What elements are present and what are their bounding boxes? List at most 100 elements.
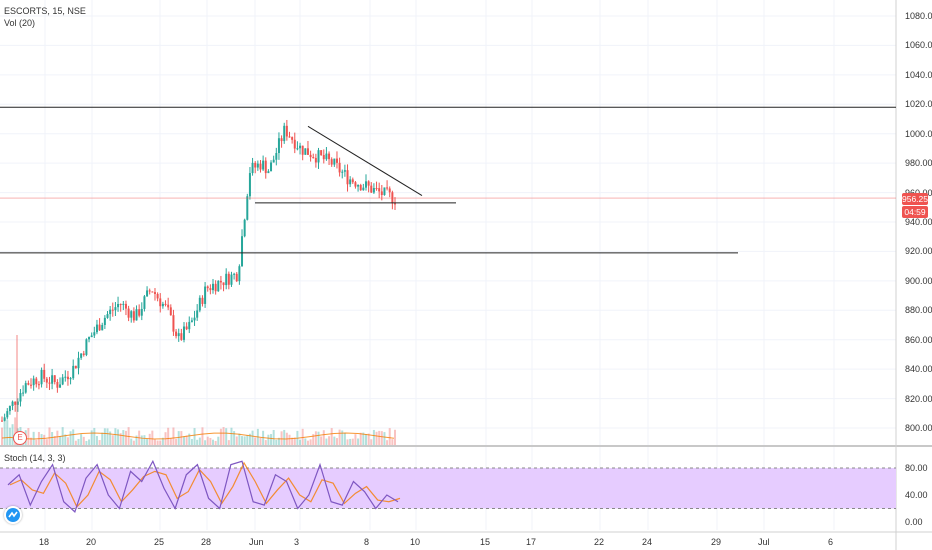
volume-bar	[35, 439, 38, 445]
candle-body	[167, 304, 170, 308]
volume-bar	[148, 433, 151, 445]
volume-ma-line	[1, 432, 395, 440]
stoch-label[interactable]: Stoch (14, 3, 3)	[4, 453, 66, 463]
volume-bar	[161, 437, 164, 445]
volume-bar	[111, 435, 114, 445]
volume-bar	[357, 438, 360, 445]
candle-body	[103, 317, 106, 325]
time-tick-label: 22	[594, 537, 605, 547]
earnings-event-marker[interactable]: E	[13, 431, 27, 445]
time-tick-label: 17	[526, 537, 537, 547]
price-tick-label: 1040.00	[905, 69, 932, 80]
candle-body	[56, 381, 59, 388]
volume-bar	[167, 427, 170, 445]
volume-bar	[124, 430, 127, 445]
candle-body	[151, 291, 154, 293]
volume-bar	[270, 434, 273, 445]
volume-bar	[304, 438, 307, 445]
price-tick-label: 880.00	[905, 305, 932, 316]
volume-bar	[117, 429, 120, 445]
time-tick-label: 8	[364, 537, 370, 547]
volume-bar	[93, 427, 96, 445]
tradingview-logo-icon[interactable]	[4, 506, 22, 524]
volume-bar	[193, 428, 196, 445]
volume-bar	[212, 439, 215, 445]
time-tick-label: 25	[154, 537, 165, 547]
volume-bar	[222, 427, 225, 445]
candle-body	[254, 162, 257, 168]
candle-body	[6, 411, 9, 418]
volume-bar	[106, 428, 109, 445]
candle-body	[251, 162, 254, 174]
candle-body	[285, 125, 288, 137]
candle-body	[299, 145, 302, 149]
candle-body	[90, 335, 93, 338]
volume-bar	[146, 438, 149, 445]
candle-body	[40, 369, 43, 385]
candle-body	[24, 383, 27, 393]
volume-bar	[243, 436, 246, 445]
volume-bar	[190, 439, 193, 445]
candle-body	[317, 150, 320, 163]
volume-bar	[59, 435, 62, 445]
symbol-label[interactable]: ESCORTS, 15, NSE	[4, 6, 86, 16]
volume-bar	[159, 440, 162, 445]
volume-bar	[6, 420, 9, 445]
volume-bar	[40, 434, 43, 445]
candle-body	[45, 378, 48, 383]
candle-body	[132, 311, 135, 321]
volume-bar	[219, 428, 222, 445]
volume-bar	[30, 437, 33, 445]
volume-bar	[51, 432, 54, 445]
candle-body	[388, 188, 391, 193]
candle-body	[35, 378, 38, 385]
volume-label[interactable]: Vol (20)	[4, 18, 36, 28]
candle-body	[320, 150, 323, 155]
candle-body	[72, 365, 75, 379]
volume-bar	[346, 439, 349, 445]
candle-body	[212, 283, 215, 291]
candle-body	[343, 170, 346, 172]
volume-bar	[312, 434, 315, 445]
volume-bar	[206, 436, 209, 445]
candle-body	[346, 170, 349, 185]
volume-bar	[264, 440, 267, 445]
candle-body	[190, 320, 193, 322]
candle-body	[248, 173, 251, 197]
volume-bar	[335, 438, 338, 445]
candle-body	[241, 236, 244, 267]
volume-bar	[177, 431, 180, 445]
candle-body	[267, 171, 270, 174]
volume-bar	[328, 436, 331, 445]
volume-bar	[172, 427, 175, 445]
volume-bar	[74, 440, 77, 445]
candle-body	[148, 290, 151, 292]
candle-body	[85, 339, 88, 355]
candle-body	[111, 309, 114, 311]
volume-bar	[103, 428, 106, 445]
candle-body	[1, 420, 3, 422]
candle-body	[362, 187, 365, 191]
volume-bar	[140, 435, 143, 445]
candle-body	[206, 286, 209, 289]
candle-body	[283, 125, 286, 142]
candle-body	[233, 273, 236, 275]
volume-bar	[306, 440, 309, 445]
candle-body	[51, 375, 54, 384]
candle-body	[238, 266, 241, 282]
candle-body	[367, 181, 370, 186]
price-tick-label: 1060.00	[905, 40, 932, 51]
volume-bar	[383, 432, 386, 445]
candle-body	[19, 393, 22, 402]
volume-bar	[135, 435, 138, 445]
price-tick-label: 800.00	[905, 423, 932, 433]
volume-bar	[251, 430, 254, 445]
candle-body	[243, 219, 246, 237]
candle-body	[335, 158, 338, 163]
candle-body	[122, 303, 125, 305]
volume-bar	[341, 430, 344, 445]
volume-bar	[364, 433, 367, 445]
price-tick-label: 960.00	[905, 188, 932, 198]
time-tick-label: 15	[480, 537, 491, 547]
